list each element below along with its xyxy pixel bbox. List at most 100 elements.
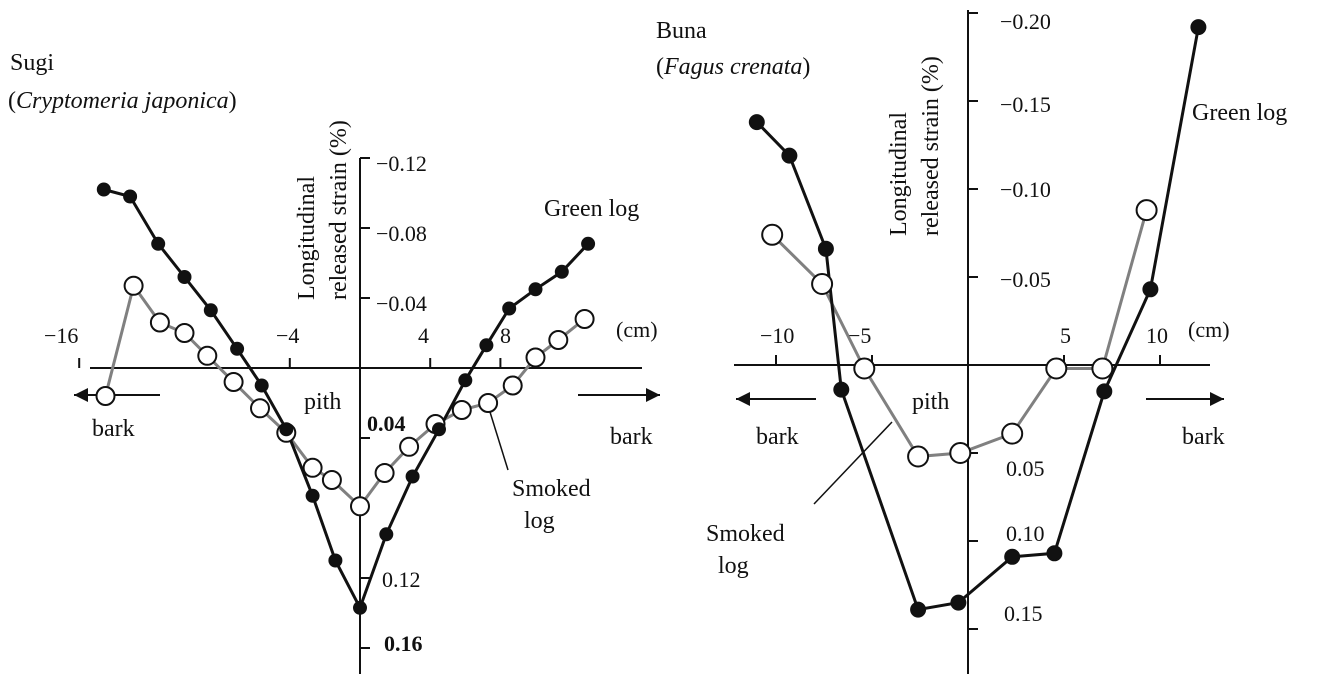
data-point-green-log — [458, 373, 473, 388]
data-point-green-log — [950, 594, 967, 611]
data-point-green-log — [1096, 383, 1113, 400]
data-point-green-log — [230, 341, 245, 356]
species-latin-name: (Cryptomeria japonica) — [8, 88, 237, 114]
data-point-green-log — [554, 264, 569, 279]
data-point-green-log — [305, 488, 320, 503]
data-point-green-log — [379, 527, 394, 542]
y-tick-label: −0.10 — [1000, 177, 1051, 202]
data-point-green-log — [203, 303, 218, 318]
data-point-smoked-log — [761, 223, 784, 246]
y-axis-title: Longitudinal released strain (%) — [294, 120, 352, 300]
data-point-green-log — [328, 553, 343, 568]
chart-sugi: Sugi (Cryptomeria japonica) Longitudinal… — [8, 50, 660, 674]
data-point-green-log — [123, 189, 138, 204]
data-point-green-log — [254, 378, 269, 393]
bark-label-right: bark — [610, 424, 653, 450]
x-tick-label: −10 — [760, 323, 794, 348]
data-point-green-log — [1190, 19, 1207, 36]
data-point-smoked-log — [223, 372, 244, 392]
data-point-smoked-log — [149, 312, 170, 333]
data-point-smoked-log — [399, 436, 420, 457]
y-tick-label: 0.05 — [1006, 456, 1045, 481]
data-point-green-log — [528, 282, 543, 297]
x-tick-label: 5 — [1060, 323, 1071, 348]
data-point-green-log — [748, 114, 765, 131]
y-tick-label: 0.15 — [1004, 601, 1043, 626]
data-point-green-log — [833, 381, 850, 398]
series-line-green-log — [103, 188, 590, 612]
svg-text:released strain (%): released strain (%) — [326, 120, 352, 300]
data-point-green-log — [1142, 281, 1159, 298]
species-title: Sugi — [10, 50, 54, 76]
data-point-smoked-log — [811, 273, 834, 295]
data-point-smoked-log — [853, 357, 876, 380]
data-point-green-log — [1046, 545, 1063, 562]
smoked-log-leader — [489, 411, 509, 471]
pith-label: pith — [304, 389, 341, 415]
chart-marks — [78, 157, 596, 649]
data-point-smoked-log — [250, 398, 270, 419]
data-point-smoked-log — [574, 309, 595, 329]
x-unit-label: (cm) — [616, 317, 658, 342]
y-tick-label: −0.05 — [1000, 267, 1051, 292]
data-point-smoked-log — [949, 442, 972, 464]
data-point-green-log — [502, 301, 517, 316]
y-tick-label: −0.04 — [376, 291, 427, 316]
data-point-smoked-log — [1135, 199, 1158, 222]
series-line-green-log — [755, 26, 1200, 612]
arrowhead-right — [646, 388, 660, 402]
data-point-smoked-log — [174, 323, 195, 343]
data-point-green-log — [910, 601, 927, 618]
y-tick-label: −0.12 — [376, 151, 427, 176]
x-tick-label: −16 — [44, 323, 78, 348]
y-tick-label: −0.20 — [1000, 9, 1051, 34]
data-point-green-log — [432, 422, 446, 437]
data-point-smoked-log — [302, 457, 323, 478]
data-point-green-log — [353, 600, 367, 615]
species-title: Buna — [656, 18, 707, 44]
data-point-smoked-log — [374, 463, 395, 483]
svg-text:released strain (%): released strain (%) — [918, 56, 944, 236]
data-point-smoked-log — [1045, 357, 1068, 380]
data-point-green-log — [781, 147, 798, 164]
data-point-green-log — [405, 469, 420, 484]
x-tick-label: 4 — [418, 323, 429, 348]
data-point-smoked-log — [1091, 357, 1114, 380]
y-tick-label: 0.12 — [382, 567, 421, 592]
arrowhead-left — [74, 388, 88, 402]
x-unit-label: (cm) — [1188, 317, 1230, 342]
data-point-smoked-log — [502, 375, 523, 396]
data-point-smoked-log — [1001, 422, 1024, 445]
smoked-log-leader — [813, 421, 893, 505]
y-tick-label: −0.08 — [376, 221, 427, 246]
y-tick-label: 0.16 — [384, 631, 423, 656]
data-point-smoked-log — [907, 445, 930, 468]
arrowhead-right — [1210, 392, 1224, 406]
data-point-green-log — [151, 236, 166, 251]
x-tick-label: 10 — [1146, 323, 1168, 348]
y-tick-label: 0.10 — [1006, 521, 1045, 546]
data-point-green-log — [96, 182, 111, 197]
series-label-green-log: Green log — [544, 196, 639, 222]
data-point-smoked-log — [123, 275, 144, 296]
data-point-smoked-log — [350, 496, 370, 517]
arrowhead-left — [736, 392, 750, 406]
y-tick-label: −0.15 — [1000, 92, 1051, 117]
x-tick-label: 8 — [500, 323, 511, 348]
data-point-smoked-log — [197, 345, 218, 366]
data-point-smoked-log — [478, 393, 499, 413]
data-point-green-log — [817, 240, 834, 257]
species-latin-name: (Fagus crenata) — [656, 54, 810, 80]
data-point-green-log — [1004, 548, 1021, 565]
series-line-smoked-log — [104, 282, 586, 509]
data-point-smoked-log — [321, 470, 342, 490]
series-label-smoked-log: Smoked log — [512, 476, 597, 534]
y-axis-title: Longitudinal released strain (%) — [886, 56, 944, 236]
series-label-green-log: Green log — [1192, 100, 1287, 126]
data-point-green-log — [279, 422, 294, 437]
data-point-green-log — [177, 270, 192, 284]
chart-buna: Buna (Fagus crenata) Longitudinal releas… — [656, 9, 1287, 674]
x-tick-label: −4 — [276, 323, 299, 348]
bark-label-left: bark — [756, 424, 799, 450]
data-point-smoked-log — [95, 386, 116, 406]
